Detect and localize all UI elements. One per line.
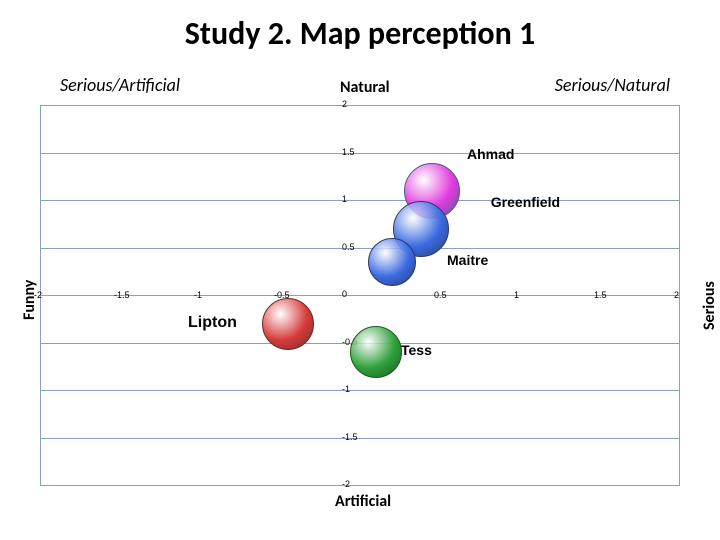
- data-label-lipton: Lipton: [188, 314, 237, 332]
- gridline-h: [40, 485, 680, 486]
- axis-label-top: Natural: [340, 78, 390, 97]
- tick-x: 1: [514, 290, 519, 300]
- tick-x: -2: [34, 290, 42, 300]
- data-label-maitre: Maitre: [447, 252, 488, 268]
- bubble-lipton: [262, 298, 314, 350]
- scatter-plot: -2-1.5-1-0.500.511.52-2-1.5-1-0.50.511.5…: [40, 105, 680, 485]
- axis-label-bottom: Artificial: [335, 492, 395, 511]
- tick-y: 1: [342, 194, 347, 204]
- data-label-tess: Tess: [401, 342, 432, 358]
- data-label-greenfield: Greenfield: [491, 194, 560, 210]
- axis-label-right: Serious: [700, 281, 719, 330]
- tick-x: 0.5: [434, 290, 447, 300]
- bubble-tess: [350, 326, 402, 378]
- gridline-h: [40, 105, 680, 106]
- bubble-maitre: [368, 238, 416, 286]
- tick-y: 1.5: [342, 147, 355, 157]
- gridline-h: [40, 438, 680, 439]
- tick-x: -1.5: [114, 290, 130, 300]
- tick-y: -1: [342, 384, 350, 394]
- tick-y: -1.5: [342, 432, 358, 442]
- tick-y: -2: [342, 479, 350, 489]
- gridline-h: [40, 295, 680, 296]
- quadrant-label-tr: Serious/Natural: [555, 74, 670, 96]
- tick-y: 0.5: [342, 242, 355, 252]
- page-title: Study 2. Map perception 1: [0, 14, 720, 53]
- tick-y: 2: [342, 99, 347, 109]
- tick-x: 2: [674, 290, 679, 300]
- tick-y: 0: [342, 289, 347, 299]
- tick-x: 1.5: [594, 290, 607, 300]
- data-label-ahmad: Ahmad: [467, 146, 514, 162]
- quadrant-label-tl: Serious/Artificial: [60, 74, 180, 96]
- gridline-h: [40, 248, 680, 249]
- gridline-h: [40, 200, 680, 201]
- gridline-h: [40, 153, 680, 154]
- gridline-border: [679, 105, 680, 485]
- tick-x: -1: [194, 290, 202, 300]
- gridline-h: [40, 390, 680, 391]
